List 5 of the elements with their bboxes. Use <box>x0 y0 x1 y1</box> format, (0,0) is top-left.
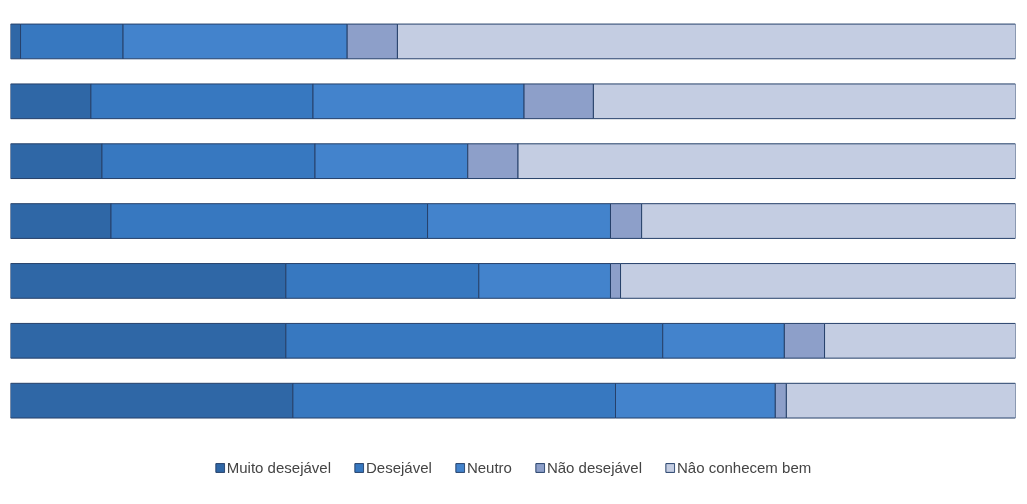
legend-label: Desejável <box>366 459 432 476</box>
legend-label: Neutro <box>466 459 512 476</box>
legend-label: Muito desejável <box>226 459 332 476</box>
legend-label: Não desejável <box>546 459 642 476</box>
legend-label: Nâo conhecem bem <box>676 459 812 476</box>
